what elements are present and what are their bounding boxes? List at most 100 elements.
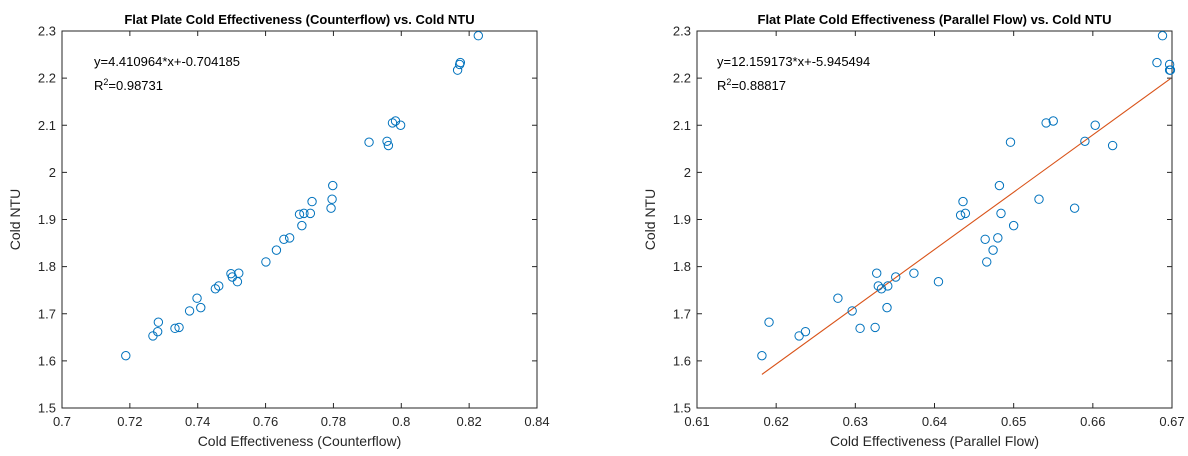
data-point: [170, 323, 180, 334]
data-point: [305, 208, 316, 219]
data-point: [364, 137, 374, 147]
x-tick-label: 0.78: [321, 414, 346, 429]
fit-equation: y=12.159173*x+-5.945494: [717, 54, 870, 69]
x-tick-label: 0.84: [524, 414, 549, 429]
data-point: [1080, 136, 1090, 146]
data-point: [234, 268, 244, 278]
data-point: [284, 233, 295, 243]
y-tick-label: 2.3: [38, 24, 56, 39]
data-point: [279, 234, 289, 244]
y-tick-label: 1.8: [673, 259, 691, 274]
y-tick-label: 1.9: [38, 212, 56, 227]
y-tick-label: 2.1: [673, 118, 691, 133]
y-tick-label: 1.9: [673, 212, 691, 227]
data-point: [192, 293, 202, 303]
data-point: [847, 306, 857, 316]
data-point: [794, 331, 804, 341]
y-tick-label: 2: [684, 165, 691, 180]
data-point: [271, 245, 282, 255]
data-point: [1041, 118, 1051, 128]
y-tick-label: 1.7: [38, 306, 56, 321]
y-tick-label: 1.8: [38, 259, 56, 274]
chart-title: Flat Plate Cold Effectiveness (Counterfl…: [124, 12, 474, 27]
x-tick-label: 0.7: [53, 414, 71, 429]
x-tick-label: 0.64: [922, 414, 947, 429]
data-point: [1008, 220, 1019, 231]
data-point: [993, 233, 1003, 243]
data-point: [307, 196, 317, 207]
data-point: [757, 350, 767, 361]
data-point: [382, 136, 392, 146]
data-point: [764, 317, 774, 327]
data-point: [980, 234, 990, 244]
data-point: [876, 284, 887, 294]
y-tick-label: 2.1: [38, 118, 56, 133]
data-point: [800, 326, 811, 337]
data-point: [960, 208, 971, 219]
data-point: [933, 277, 944, 287]
y-axis-label: Cold NTU: [642, 189, 658, 250]
data-point: [1152, 57, 1162, 68]
data-point: [299, 208, 309, 219]
data-point: [390, 116, 401, 126]
data-point: [883, 281, 893, 291]
data-point: [152, 326, 163, 337]
regression-line: [761, 78, 1171, 375]
data-point: [214, 281, 224, 291]
data-point: [958, 196, 968, 207]
r2-superscript: 2: [103, 77, 108, 87]
data-point: [174, 322, 184, 333]
y-tick-label: 1.6: [38, 353, 56, 368]
data-point: [327, 194, 337, 204]
x-axis-label: Cold Effectiveness (Counterflow): [198, 433, 402, 449]
x-tick-label: 0.82: [456, 414, 481, 429]
data-point: [1157, 31, 1168, 41]
chart-title: Flat Plate Cold Effectiveness (Parallel …: [758, 12, 1112, 27]
x-tick-label: 0.67: [1159, 414, 1184, 429]
y-tick-label: 2: [49, 165, 56, 180]
data-point: [909, 268, 919, 278]
y-tick-label: 1.5: [673, 401, 691, 416]
x-tick-label: 0.61: [684, 414, 709, 429]
y-tick-label: 2.2: [38, 71, 56, 86]
x-tick-label: 0.62: [764, 414, 789, 429]
fit-equation: y=4.410964*x+-0.704185: [94, 54, 240, 69]
data-point: [1164, 59, 1175, 70]
x-axis-label: Cold Effectiveness (Parallel Flow): [830, 433, 1039, 449]
data-point: [455, 57, 466, 68]
y-tick-label: 1.6: [673, 353, 691, 368]
data-point: [326, 203, 336, 213]
y-tick-label: 1.7: [673, 306, 691, 321]
data-point: [955, 210, 966, 220]
data-point: [121, 350, 131, 361]
y-axis-label: Cold NTU: [7, 189, 23, 250]
data-point: [982, 257, 992, 267]
data-point: [196, 302, 206, 313]
data-point: [261, 257, 271, 267]
fit-r-squared: R2=0.88817: [717, 77, 786, 93]
data-point: [294, 209, 305, 220]
data-point: [996, 208, 1006, 219]
x-tick-label: 0.66: [1080, 414, 1105, 429]
y-tick-label: 1.5: [38, 401, 56, 416]
data-point: [1034, 194, 1044, 204]
chart-panel-2: 0.61 0.62 0.63 0.64 0.65 0.66 0.67 1.5 1.6 1.7 1.8…: [642, 12, 1185, 449]
data-point: [1069, 203, 1080, 213]
fit-r-squared: R2=0.98731: [94, 77, 163, 93]
data-point: [855, 323, 865, 334]
data-point: [994, 180, 1005, 191]
data-point: [395, 120, 406, 130]
x-tick-label: 0.76: [253, 414, 278, 429]
x-tick-label: 0.72: [117, 414, 142, 429]
data-point: [328, 180, 338, 191]
x-tick-label: 0.74: [185, 414, 210, 429]
data-point: [891, 272, 901, 282]
r2-value: =0.88817: [731, 78, 786, 93]
data-point: [1090, 120, 1100, 130]
data-point: [227, 272, 238, 282]
data-point: [387, 118, 398, 128]
data-point: [870, 322, 880, 333]
data-point: [1005, 137, 1016, 147]
data-point: [882, 302, 892, 313]
